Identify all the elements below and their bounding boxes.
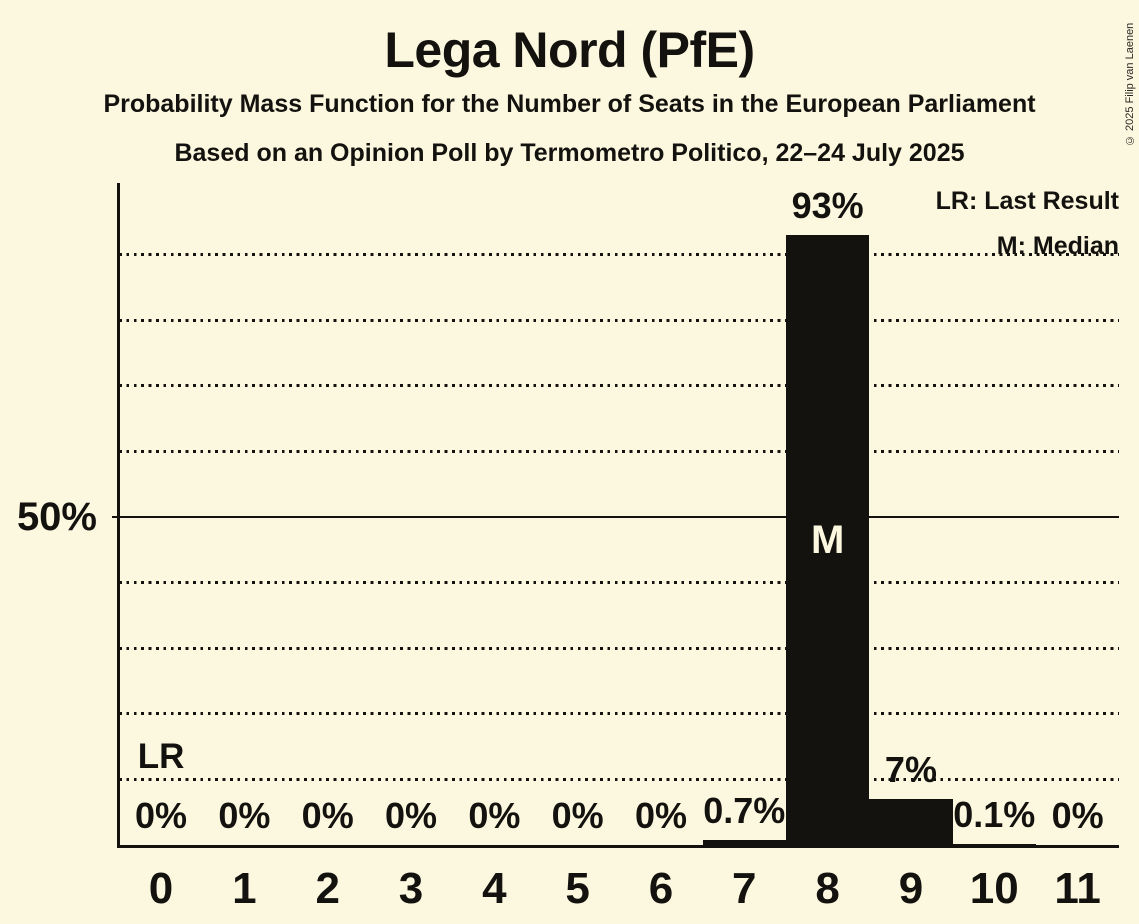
- bar-seat-9: [869, 799, 953, 845]
- bar-seat-10: [952, 844, 1036, 845]
- gridline-80pct: [119, 318, 1120, 322]
- x-tick-label-5: 5: [565, 864, 590, 913]
- bar-value-label-4: 0%: [468, 795, 521, 836]
- gridline-50pct: [112, 515, 1120, 519]
- bar-value-label-1: 0%: [218, 795, 271, 836]
- bar-value-label-9: 7%: [884, 749, 937, 791]
- bar-value-label-2: 0%: [301, 795, 354, 836]
- gridline-90pct: [119, 253, 1120, 256]
- y-axis-tick-label: 50%: [16, 495, 97, 539]
- gridline-40pct: [119, 581, 1120, 584]
- x-tick-label-0: 0: [148, 864, 174, 913]
- x-tick-label-10: 10: [969, 864, 1019, 913]
- bar-seat-7: [702, 840, 786, 845]
- gridline-70pct: [119, 384, 1120, 388]
- x-tick-label-1: 1: [232, 864, 257, 913]
- bar-value-label-3: 0%: [385, 795, 438, 836]
- x-tick-label-3: 3: [398, 864, 424, 913]
- bar-seat-8: [785, 234, 870, 845]
- bar-value-label-5: 0%: [551, 795, 604, 836]
- x-tick-label-8: 8: [815, 864, 840, 913]
- bar-value-label-6: 0%: [634, 795, 687, 836]
- x-tick-label-4: 4: [482, 864, 507, 913]
- x-tick-label-9: 9: [898, 864, 924, 913]
- x-tick-label-2: 2: [315, 864, 340, 913]
- median-marker: M: [810, 517, 845, 562]
- chart-source-line: Based on an Opinion Poll by Termometro P…: [174, 139, 965, 167]
- chart-subtitle: Probability Mass Function for the Number…: [103, 90, 1036, 118]
- bar-value-label-10: 0.1%: [953, 794, 1036, 836]
- x-axis-line: [117, 844, 1120, 848]
- gridline-60pct: [119, 450, 1120, 453]
- x-tick-label-11: 11: [1054, 864, 1101, 913]
- bar-value-label-0: 0%: [135, 795, 188, 836]
- x-tick-label-6: 6: [648, 864, 674, 913]
- bar-value-label-7: 0.7%: [703, 790, 786, 832]
- legend-last-result: LR: Last Result: [935, 187, 1119, 215]
- last-result-marker: LR: [137, 737, 185, 776]
- y-axis-line: [117, 183, 121, 848]
- x-tick-label-7: 7: [732, 864, 757, 913]
- chart-title: Lega Nord (PfE): [384, 22, 755, 78]
- gridline-30pct: [119, 646, 1120, 650]
- bar-value-label-8: 93%: [791, 184, 864, 226]
- bar-value-label-11: 0%: [1051, 795, 1104, 836]
- gridline-20pct: [119, 712, 1120, 716]
